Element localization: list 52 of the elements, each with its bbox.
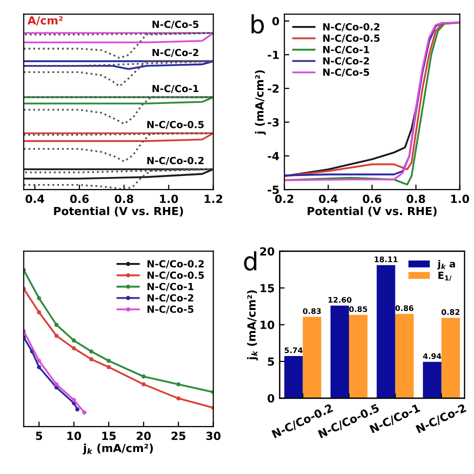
legend-label: N-C/Co-5 [148,306,194,314]
x-tick-label: 10 [67,432,82,440]
x-tick-label: 0.4 [318,194,338,204]
chart-title: b [252,14,264,34]
legend-label: N-C/Co-2 [323,57,369,66]
x-tick-label: 0.8 [406,194,426,204]
x-tick-label: 0.2 [275,194,294,204]
x-tick-label: 20 [136,432,151,440]
text: A/cm² [28,16,63,26]
y-tick-label: -1 [268,50,279,59]
y-tick-label: -3 [268,118,279,127]
y-axis-title: j (mA/cm²) [254,70,266,135]
x-tick-label: 1.0 [451,194,470,204]
x-axis-title: Potential (V vs. RHE) [308,206,437,217]
y-tick-label: -5 [268,186,279,194]
x-tick-label: 0.6 [70,194,89,204]
y-tick-label: -2 [268,84,279,93]
x-tick-label: 1.2 [204,194,222,203]
legend-label: N-C/Co-1 [323,46,370,54]
y-tick-label: 20 [260,247,274,256]
series-label: N-C/Co-2 [152,48,198,57]
series-label: N-C/Co-0.2 [147,156,204,165]
chart-title: d [244,251,256,271]
x-tick-label: 30 [206,432,220,440]
legend-label: N-C/Co-0.2 [323,23,380,32]
x-tick-label: 0.6 [362,194,382,204]
y-tick-label: 15 [260,284,274,292]
y-tick-label: -4 [268,152,280,160]
x-tick-label: 0.4 [26,194,44,204]
y-tick-label: 10 [260,320,274,330]
x-tick-label: 5 [36,432,42,440]
x-axis-title: Potential (V vs. RHE) [54,206,183,217]
legend-label: N-C/Co-0.5 [323,34,380,43]
y-tick-label: 0 [268,394,274,403]
x-tick-label: 1.0 [160,194,178,204]
series-label: N-C/Co-0.5 [147,120,204,129]
y-axis-title: j$_{k}$ (mA/cm²) [247,290,258,360]
legend-label: N-C/Co-0.2 [148,260,204,268]
legend-label: N-C/Co-2 [148,294,194,302]
x-tick-label: 25 [172,432,186,440]
legend-label: N-C/Co-5 [323,68,370,77]
legend-label: N-C/Co-0.5 [148,271,204,280]
x-axis-title: j$_{k}$ (mA/cm²) [82,444,153,454]
legend-label: N-C/Co-1 [148,282,194,291]
y-tick-label: 0 [272,16,280,26]
legend-label: j$_{k}$ a [437,260,455,270]
series-label: N-C/Co-1 [152,84,198,93]
x-tick-label: 0.8 [114,194,134,204]
y-tick-label: 5 [268,358,274,366]
legend-label: E$_{1/}$ [438,272,452,282]
series-label: N-C/Co-5 [152,20,198,29]
x-tick-label: 15 [102,432,116,440]
